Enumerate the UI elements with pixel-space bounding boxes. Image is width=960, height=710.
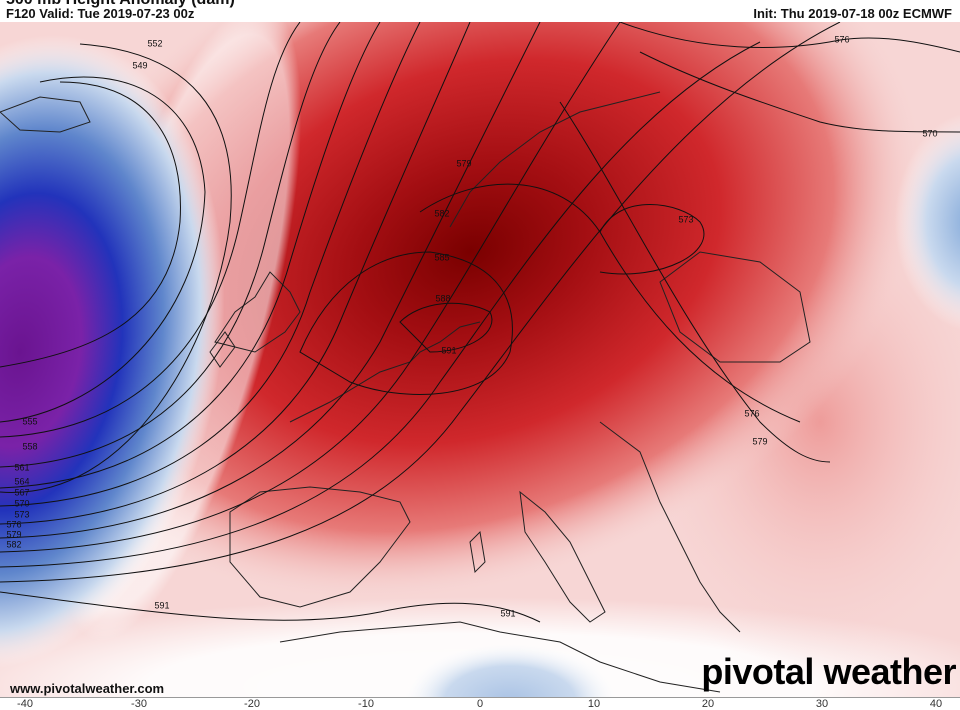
contour-label: 582: [6, 539, 21, 549]
contour-label: 582: [434, 208, 449, 218]
contour-label: 591: [500, 608, 515, 618]
longitude-tick: -40: [17, 698, 33, 710]
contour-label: 576: [744, 408, 759, 418]
contour-label: 549: [132, 60, 147, 70]
coastlines: [0, 91, 811, 693]
contour-label: 591: [154, 600, 169, 610]
contour-label: 588: [435, 293, 450, 303]
contour-label: 579: [752, 436, 767, 446]
contour-label: 561: [14, 462, 29, 472]
height-anomaly-map[interactable]: 552 549 555 558 561 564 567 570 573 576 …: [0, 22, 960, 697]
contour-label: 573: [14, 509, 29, 519]
contour-label: 570: [14, 498, 29, 508]
contour-label: 576: [834, 34, 849, 44]
longitude-tick: 40: [929, 698, 943, 710]
longitude-tick: 10: [587, 698, 601, 710]
contour-label: 573: [678, 214, 693, 224]
contour-label: 570: [922, 128, 937, 138]
longitude-tick: 20: [701, 698, 715, 710]
contour-label: 576: [6, 519, 21, 529]
map-title: 500 mb Height Anomaly (dam): [6, 0, 235, 9]
longitude-tick: 0: [476, 698, 484, 710]
height-contours: [0, 22, 960, 623]
contour-label: 564: [14, 476, 29, 486]
pivotal-weather-logo: pivotal weather: [701, 651, 956, 692]
contour-label: 558: [22, 441, 37, 451]
contour-label: 579: [6, 529, 21, 539]
website-url: www.pivotalweather.com: [10, 681, 165, 696]
longitude-tick: 30: [815, 698, 829, 710]
valid-time: F120 Valid: Tue 2019-07-23 00z: [6, 6, 195, 21]
longitude-tick: -10: [358, 698, 374, 710]
longitude-tick: -30: [131, 698, 147, 710]
contour-label: 585: [434, 252, 449, 262]
contour-labels: 552 549 555 558 561 564 567 570 573 576 …: [6, 34, 937, 618]
contour-label: 567: [14, 487, 29, 497]
negative-anomaly-south: [0, 22, 960, 697]
contour-label: 579: [456, 158, 471, 168]
init-time: Init: Thu 2019-07-18 00z ECMWF: [753, 6, 952, 21]
contour-label: 552: [147, 38, 162, 48]
longitude-tick: -20: [244, 698, 260, 710]
contour-label: 591: [441, 345, 456, 355]
contour-label: 555: [22, 416, 37, 426]
longitude-axis: -40 -30 -20 -10 0 10 20 30 40: [0, 697, 960, 710]
